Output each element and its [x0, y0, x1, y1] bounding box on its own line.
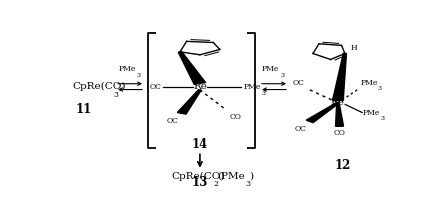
Text: CpRe(CO): CpRe(CO) [72, 82, 125, 91]
Text: 3: 3 [136, 73, 140, 78]
Polygon shape [177, 90, 201, 114]
Text: CpRe(CO): CpRe(CO) [172, 172, 225, 181]
Text: 12: 12 [335, 159, 351, 172]
Text: Re: Re [193, 82, 207, 91]
Text: OC: OC [150, 83, 162, 91]
Text: PMe: PMe [118, 65, 136, 73]
Text: 3: 3 [381, 116, 384, 121]
Text: H: H [350, 44, 357, 52]
Text: 14: 14 [192, 138, 208, 151]
Text: 3: 3 [245, 180, 251, 188]
Text: Re: Re [331, 98, 345, 107]
Polygon shape [306, 102, 339, 123]
Text: 3: 3 [114, 91, 119, 99]
Text: ): ) [249, 172, 253, 181]
Text: PMe: PMe [243, 83, 260, 91]
Text: PMe: PMe [363, 109, 380, 117]
Text: (PMe: (PMe [218, 172, 245, 181]
Text: 11: 11 [76, 103, 92, 116]
Text: OC: OC [294, 125, 306, 133]
Text: 3: 3 [280, 73, 284, 78]
Text: CO: CO [229, 113, 241, 121]
Text: 3: 3 [261, 91, 266, 96]
Text: OC: OC [293, 79, 305, 87]
Text: OC: OC [167, 117, 179, 125]
Text: PMe: PMe [262, 65, 279, 73]
Polygon shape [335, 103, 344, 126]
Text: 2: 2 [214, 180, 218, 188]
Text: 13: 13 [192, 176, 208, 189]
Polygon shape [332, 53, 347, 101]
Text: PMe: PMe [360, 79, 378, 87]
Polygon shape [178, 52, 205, 84]
Text: CO: CO [334, 130, 345, 138]
Text: 3: 3 [378, 87, 382, 92]
